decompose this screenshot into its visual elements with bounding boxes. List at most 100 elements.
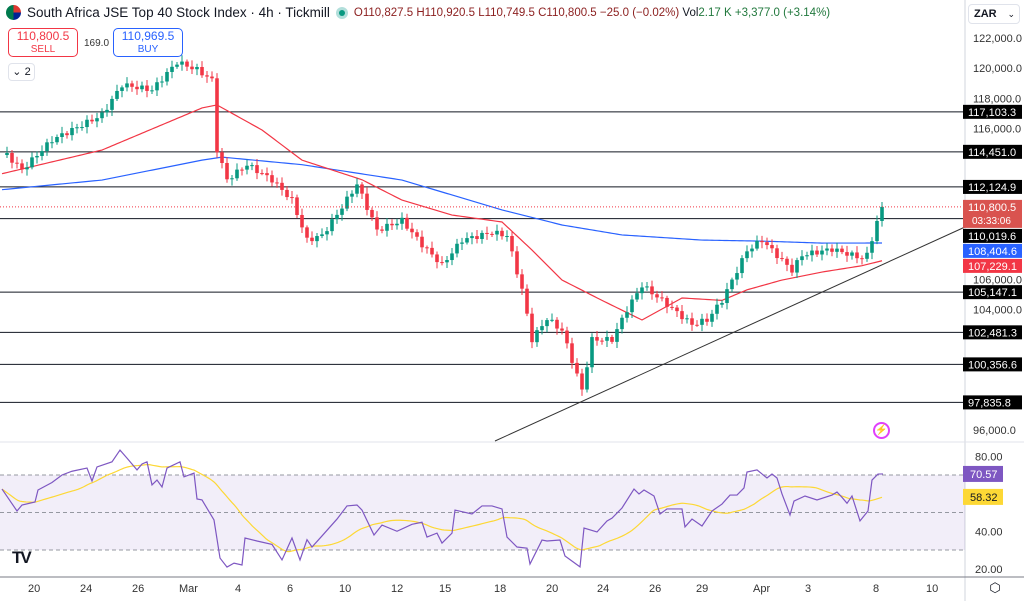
candle	[570, 343, 574, 363]
candle	[640, 287, 644, 294]
candle	[70, 128, 74, 136]
settings-eye-icon[interactable]: ⬡	[989, 580, 1001, 595]
volume-label: Vol	[682, 6, 699, 19]
candle	[170, 66, 174, 72]
candle	[875, 220, 879, 242]
candle	[820, 250, 824, 255]
candle	[390, 223, 394, 226]
last-price-label: 110,800.5	[968, 202, 1016, 214]
market-open-icon	[335, 6, 348, 19]
candle	[645, 286, 649, 288]
candle	[540, 326, 544, 331]
candle	[105, 109, 109, 113]
candle	[435, 254, 439, 263]
level-label-bg	[963, 357, 1022, 372]
time-axis-label: 3	[805, 583, 811, 595]
candle	[380, 229, 384, 231]
candle	[115, 90, 119, 99]
candle	[630, 299, 634, 313]
candle	[460, 242, 464, 244]
candle	[860, 258, 864, 260]
rsi-tick-label: 20.00	[975, 564, 1003, 576]
candle	[650, 286, 654, 295]
candle	[60, 133, 64, 137]
candle	[310, 237, 314, 242]
indicators-toggle-button[interactable]: ⌄ 2	[8, 63, 35, 81]
candle	[45, 142, 49, 152]
candle	[790, 264, 794, 273]
change-value: −25.0 (−0.02%)	[599, 6, 680, 19]
candle	[560, 328, 564, 331]
candle	[125, 83, 129, 88]
candle	[700, 318, 704, 325]
level-label: 100,356.6	[968, 359, 1017, 371]
candle	[150, 90, 154, 92]
candle	[145, 85, 149, 91]
candle	[530, 313, 534, 343]
rsi-value-label: 70.57	[970, 469, 998, 481]
time-axis-label: 26	[649, 583, 661, 595]
candle	[800, 256, 804, 261]
candle	[250, 165, 254, 167]
price-tick-label: 96,000.0	[973, 425, 1016, 437]
lightning-event-icon[interactable]: ⚡	[873, 422, 890, 439]
candle	[130, 83, 134, 87]
rsi-line	[1, 449, 884, 568]
ma-fast-label-bg	[963, 258, 1022, 273]
candle	[545, 320, 549, 327]
candle	[520, 274, 524, 289]
candle	[865, 252, 869, 259]
candle	[585, 367, 589, 390]
currency-select[interactable]: ZAR ⌄	[968, 4, 1020, 24]
candle	[480, 232, 484, 239]
indicator-count: 2	[24, 66, 31, 78]
candle	[345, 196, 349, 209]
candle	[175, 64, 179, 67]
buy-button[interactable]: 110,969.5 BUY	[113, 28, 183, 57]
currency-value: ZAR	[974, 8, 997, 20]
price-tick-label: 116,000.0	[973, 123, 1021, 135]
candle	[490, 233, 494, 235]
level-label-bg	[963, 285, 1022, 300]
rsi-ma-value-label: 58.32	[970, 492, 998, 504]
price-tick-label: 118,000.0	[973, 93, 1021, 105]
candle	[140, 85, 144, 90]
candle	[670, 306, 674, 308]
candle	[165, 71, 169, 82]
symbol-title[interactable]: South Africa JSE Top 40 Stock Index · 4h…	[27, 5, 330, 20]
time-axis-label: 6	[287, 583, 293, 595]
candle	[565, 330, 569, 344]
candle	[200, 66, 204, 76]
candle	[90, 119, 94, 122]
candle	[275, 182, 279, 184]
candle	[315, 236, 319, 242]
time-axis-label: 10	[926, 583, 938, 595]
candle	[840, 248, 844, 253]
tradingview-logo[interactable]: TV	[12, 548, 32, 567]
candle	[805, 255, 809, 257]
candle	[660, 297, 664, 299]
trendline	[494, 226, 966, 442]
candle	[785, 258, 789, 265]
ma-slow-label-bg	[963, 243, 1022, 258]
candle	[295, 197, 299, 215]
candle	[535, 330, 539, 343]
rsi-tick-label: 80.00	[975, 451, 1003, 463]
candle	[525, 288, 529, 314]
sell-button[interactable]: 110,800.5 SELL	[8, 28, 78, 57]
candle	[620, 317, 624, 330]
candle	[590, 337, 594, 368]
candle	[465, 238, 469, 243]
candle	[40, 151, 44, 156]
volume-change: +3,377.0 (+3.14%)	[734, 6, 831, 19]
candle	[285, 189, 289, 198]
time-axis-label: 20	[28, 583, 40, 595]
candle	[485, 232, 489, 234]
candle	[770, 245, 774, 249]
high-value: H110,920.5	[416, 6, 475, 19]
candle	[555, 319, 559, 329]
time-axis-label: 10	[339, 583, 351, 595]
time-axis-label: 8	[873, 583, 879, 595]
candle	[500, 230, 504, 237]
